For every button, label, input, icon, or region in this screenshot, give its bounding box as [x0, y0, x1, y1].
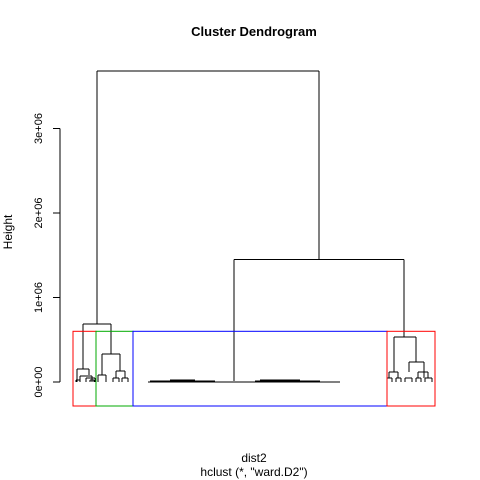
- cluster-box-3: [132, 330, 388, 407]
- y-tick-label-3: 3e+06: [33, 113, 45, 144]
- y-tick-label-1: 1e+06: [33, 282, 45, 313]
- chart-title: Cluster Dendrogram: [191, 24, 317, 39]
- x-axis-subtitle: hclust (*, "ward.D2"): [200, 465, 307, 479]
- y-axis-label: Height: [1, 214, 15, 249]
- y-tick-label-2: 2e+06: [33, 198, 45, 229]
- y-axis: 0e+00 1e+06 2e+06 3e+06: [33, 113, 61, 398]
- x-axis-label: dist2: [241, 451, 267, 465]
- y-tick-label-0: 0e+00: [33, 367, 45, 398]
- dendrogram-tree: [75, 70, 433, 383]
- cluster-boxes: [72, 330, 436, 407]
- cluster-box-4: [386, 330, 436, 407]
